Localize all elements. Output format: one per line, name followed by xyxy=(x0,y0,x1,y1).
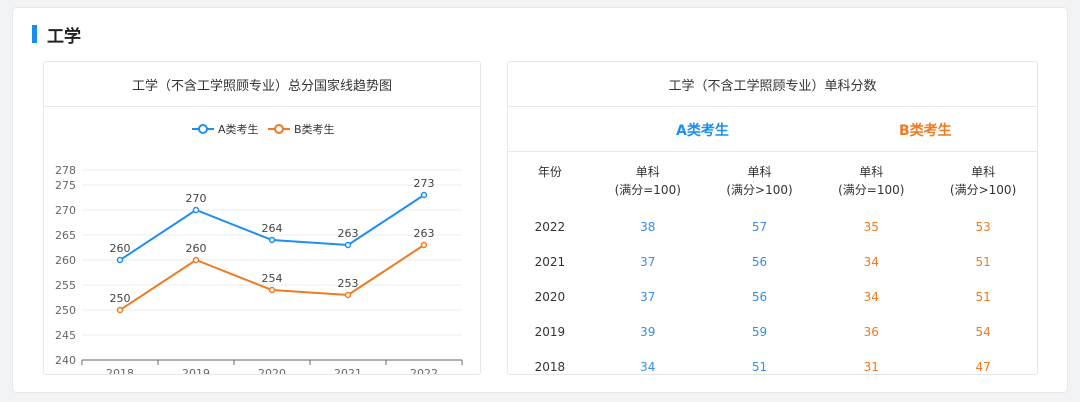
y-tick-label: 275 xyxy=(55,179,76,192)
score-cell: 56 xyxy=(751,254,768,269)
year-cell: 2020 xyxy=(534,289,566,304)
y-tick-label: 260 xyxy=(55,254,76,267)
score-cell: 54 xyxy=(975,324,991,339)
score-cell: 59 xyxy=(751,324,768,339)
data-label: 263 xyxy=(338,227,359,240)
group-b-label: B类考生 xyxy=(899,123,952,139)
data-point xyxy=(344,291,352,299)
x-tick-label: 2020 xyxy=(258,367,286,374)
table-row: 2021 37 56 34 51 xyxy=(508,244,1039,279)
data-point xyxy=(268,236,276,244)
y-tick-label: 265 xyxy=(55,229,76,242)
data-point xyxy=(116,256,124,264)
score-cell: 37 xyxy=(640,289,656,304)
title-accent-bar xyxy=(32,25,37,43)
legend-marker xyxy=(198,124,208,134)
score-cell: 51 xyxy=(975,254,991,269)
col-header-b1: 单科 (满分=100) xyxy=(838,165,905,197)
year-header: 年份 xyxy=(537,165,562,179)
table-card-title: 工学（不含工学照顾专业）单科分数 xyxy=(508,62,1037,107)
section-title: 工学 xyxy=(47,26,81,47)
y-tick-label: 250 xyxy=(55,304,76,317)
legend-label: A类考生 xyxy=(218,122,259,136)
score-cell: 51 xyxy=(751,359,768,374)
y-tick-label: 240 xyxy=(55,354,76,367)
x-tick-label: 2019 xyxy=(182,367,210,374)
chart-container: 240 245 250 255 260 265 270 275 278 2018 2019 2020 2… xyxy=(44,106,480,380)
table-header-row: 年份 单科 (满分=100) 单科 (满分>100) 单科 (满分=100) 单科 (满… xyxy=(508,151,1039,209)
y-tick-label: 278 xyxy=(55,164,76,177)
line-chart: 240 245 250 255 260 265 270 275 278 2018 2019 2020 2… xyxy=(55,122,463,380)
table-row: 2019 39 59 36 54 xyxy=(508,314,1039,349)
data-point xyxy=(116,306,124,314)
year-cell: 2021 xyxy=(534,254,566,269)
y-tick-label: 270 xyxy=(55,204,76,217)
data-label: 270 xyxy=(186,192,207,205)
y-tick-label: 245 xyxy=(55,329,76,342)
score-cell: 39 xyxy=(640,324,656,339)
year-cell: 2018 xyxy=(534,359,566,374)
data-point xyxy=(344,241,352,249)
data-point xyxy=(192,206,200,214)
group-header-row: A类考生 B类考生 xyxy=(508,107,1037,152)
score-cell: 37 xyxy=(640,254,656,269)
score-cell: 34 xyxy=(863,289,879,304)
score-cell: 34 xyxy=(640,359,656,374)
data-point xyxy=(420,241,428,249)
x-tick-label: 2022 xyxy=(410,367,438,374)
col-header-a2: 单科 (满分>100) xyxy=(726,165,793,197)
group-a-label: A类考生 xyxy=(676,123,729,139)
score-cell: 31 xyxy=(863,359,879,374)
chart-card-title: 工学（不含工学照顾专业）总分国家线趋势图 xyxy=(44,62,480,107)
score-cell: 47 xyxy=(975,359,991,374)
score-cell: 35 xyxy=(863,219,879,234)
score-cell: 57 xyxy=(751,219,768,234)
x-tick-label: 2021 xyxy=(334,367,362,374)
table-row: 2018 34 51 31 47 xyxy=(508,349,1039,384)
y-tick-label: 255 xyxy=(55,279,76,292)
score-cell: 34 xyxy=(863,254,879,269)
data-label: 260 xyxy=(186,242,207,255)
data-label: 273 xyxy=(414,177,435,190)
year-cell: 2019 xyxy=(534,324,566,339)
table-row: 2020 37 56 34 51 xyxy=(508,279,1039,314)
section-header: 工学 xyxy=(32,24,81,47)
col-header-b2: 单科 (满分>100) xyxy=(949,165,1017,197)
data-label: 253 xyxy=(338,277,359,290)
subject-score-card: 工学（不含工学照顾专业）单科分数 A类考生 B类考生 年份 单科 (满分=100)… xyxy=(507,61,1038,375)
legend-marker xyxy=(274,124,284,134)
data-point xyxy=(268,286,276,294)
x-tick-label: 2018 xyxy=(106,367,134,374)
score-cell: 36 xyxy=(863,324,879,339)
trend-chart-card: 工学（不含工学照顾专业）总分国家线趋势图 240 245 250 255 260 265 2… xyxy=(43,61,481,380)
score-table: 年份 单科 (满分=100) 单科 (满分>100) 单科 (满分=100) 单科 (满… xyxy=(508,151,1039,384)
data-label: 263 xyxy=(414,227,435,240)
data-point xyxy=(192,256,200,264)
score-cell: 38 xyxy=(640,219,656,234)
data-label: 264 xyxy=(262,222,283,235)
data-point xyxy=(420,191,428,199)
score-cell: 53 xyxy=(975,219,991,234)
data-label: 254 xyxy=(262,272,283,285)
year-cell: 2022 xyxy=(534,219,566,234)
data-label: 260 xyxy=(110,242,131,255)
table-row: 2022 38 57 35 53 xyxy=(508,209,1039,244)
legend-label: B类考生 xyxy=(294,122,335,136)
col-header-a1: 单科 (满分=100) xyxy=(614,165,681,197)
score-cell: 51 xyxy=(975,289,991,304)
data-label: 250 xyxy=(110,292,131,305)
score-cell: 56 xyxy=(751,289,768,304)
